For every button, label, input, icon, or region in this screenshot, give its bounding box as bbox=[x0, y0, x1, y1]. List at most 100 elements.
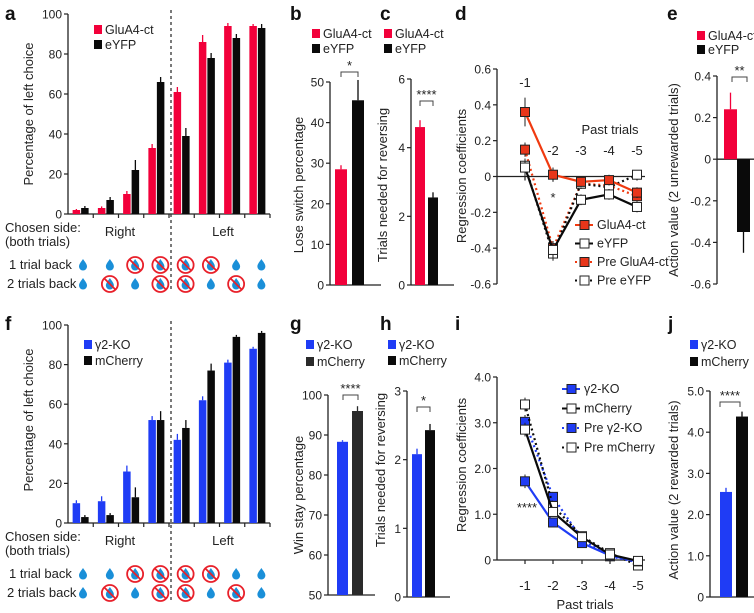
x-tick-label: -4 bbox=[604, 578, 616, 593]
y-tick-label: 2 bbox=[398, 210, 405, 224]
x-tick-label: -5 bbox=[631, 143, 643, 158]
y-tick-label: 60 bbox=[49, 398, 63, 412]
no-water-drop-icon bbox=[126, 256, 145, 274]
legend-swatch bbox=[690, 357, 698, 366]
significance-stars: **** bbox=[416, 87, 436, 102]
significance-bracket bbox=[731, 76, 748, 82]
prohibit-slash bbox=[179, 258, 192, 272]
prohibit-slash bbox=[154, 567, 167, 581]
side-label-left: Left bbox=[212, 224, 234, 239]
legend-label: mCherry bbox=[95, 354, 144, 368]
y-tick-label: 100 bbox=[42, 8, 62, 22]
y-tick-label: 40 bbox=[311, 116, 325, 130]
legend-label: GluA4-ct bbox=[395, 27, 444, 41]
y-tick-label: 1 bbox=[394, 522, 401, 536]
legend-label: GluA4-ct bbox=[708, 29, 754, 43]
panel-c: c 0 2 4 6 Trials needed for reversing GluA4-ct… bbox=[375, 4, 454, 293]
x-tick-label: -3 bbox=[575, 143, 587, 158]
prohibit-circle bbox=[227, 584, 246, 602]
y-tick-label: 40 bbox=[49, 128, 63, 142]
no-water-drop-icon bbox=[227, 584, 246, 602]
marker-γ2-KO bbox=[548, 517, 558, 528]
prohibit-slash bbox=[229, 277, 243, 291]
y-tick-label: 0 bbox=[55, 517, 62, 531]
y-tick-label: 100 bbox=[42, 319, 62, 333]
y-tick-label: -0.2 bbox=[470, 206, 491, 220]
legend-marker bbox=[579, 220, 590, 230]
significance-stars: * bbox=[550, 190, 555, 205]
y-tick-label: 80 bbox=[309, 469, 323, 483]
y-tick-label: 0 bbox=[55, 208, 62, 222]
y-tick-label: 0 bbox=[394, 591, 401, 605]
bar-eYFP bbox=[737, 159, 750, 232]
bar-eYFP bbox=[207, 58, 215, 214]
prohibit-slash bbox=[103, 586, 117, 600]
prohibit-circle bbox=[201, 256, 220, 274]
bar-γ2-KO bbox=[97, 501, 106, 523]
bar-eYFP bbox=[428, 197, 438, 285]
legend-label: Pre γ2-KO bbox=[584, 421, 643, 435]
panel-letter: g bbox=[290, 314, 302, 335]
y-tick-label: 0 bbox=[398, 279, 405, 293]
legend-label: γ2-KO bbox=[584, 382, 620, 396]
water-drop-icon bbox=[232, 259, 241, 271]
legend-label: GluA4-ct bbox=[323, 27, 372, 41]
marker-mCherry bbox=[520, 424, 530, 435]
trial-row-label: 2 trials back bbox=[7, 585, 77, 600]
y-tick-label: 4.0 bbox=[474, 371, 491, 385]
legend-label: γ2-KO bbox=[701, 338, 737, 352]
legend-marker bbox=[566, 403, 577, 414]
no-water-drop-icon bbox=[176, 565, 195, 583]
y-tick-label: 10 bbox=[311, 238, 325, 252]
prohibit-circle bbox=[151, 275, 170, 293]
bar-γ2-KO bbox=[123, 471, 131, 523]
no-water-drop-icon bbox=[151, 256, 170, 274]
y-tick-label: 2.0 bbox=[474, 462, 491, 476]
bar-eYFP bbox=[352, 100, 364, 286]
no-water-drop-icon bbox=[201, 256, 220, 274]
y-tick-label: 70 bbox=[309, 509, 323, 523]
prohibit-slash bbox=[204, 567, 218, 581]
no-water-drop-icon bbox=[151, 275, 170, 293]
drop-shape bbox=[232, 568, 241, 580]
prohibit-circle bbox=[176, 565, 195, 583]
bar-mCherry bbox=[131, 497, 140, 523]
bar-GluA4-ct bbox=[335, 169, 347, 285]
marker-GluA4-ct bbox=[520, 107, 530, 117]
y-tick-label: 20 bbox=[311, 197, 325, 211]
legend-swatch bbox=[312, 44, 320, 53]
y-tick-label: 0 bbox=[317, 279, 324, 293]
prohibit-slash bbox=[103, 277, 117, 291]
prohibit-circle bbox=[176, 584, 195, 602]
significance-bracket bbox=[419, 100, 434, 106]
chosen-side-sublabel: (both trials) bbox=[5, 543, 70, 558]
bar-GluA4-ct bbox=[198, 42, 207, 214]
legend-swatch bbox=[94, 25, 102, 34]
legend-marker bbox=[566, 384, 577, 394]
panel-letter: d bbox=[455, 4, 467, 25]
legend-swatch bbox=[388, 356, 396, 365]
drop-shape bbox=[79, 278, 87, 290]
drop-shape bbox=[131, 587, 140, 599]
bar-GluA4-ct bbox=[173, 92, 182, 214]
prohibit-slash bbox=[204, 258, 218, 272]
y-tick-label: 0.4 bbox=[474, 98, 491, 112]
y-tick-label: 3 bbox=[394, 385, 401, 399]
legend-swatch bbox=[697, 31, 705, 40]
legend-label: mCherry bbox=[701, 355, 750, 369]
prohibit-slash bbox=[179, 567, 192, 581]
water-drop-icon bbox=[232, 568, 241, 580]
legend-label: mCherry bbox=[317, 355, 366, 369]
no-water-drop-icon bbox=[176, 256, 195, 274]
legend-swatch bbox=[690, 340, 698, 349]
y-tick-label: 2 bbox=[394, 453, 401, 467]
marker-eYFP bbox=[548, 244, 558, 255]
prohibit-slash bbox=[179, 277, 192, 291]
y-tick-label: 20 bbox=[49, 477, 63, 491]
legend-label: γ2-KO bbox=[317, 338, 353, 352]
panel-a: a 0 20 40 60 80 100 Percentage of left choice Gl… bbox=[5, 4, 271, 293]
marker-Pre mCherry bbox=[520, 399, 530, 410]
marker-eYFP bbox=[604, 189, 614, 200]
side-label-right: Right bbox=[105, 533, 136, 548]
